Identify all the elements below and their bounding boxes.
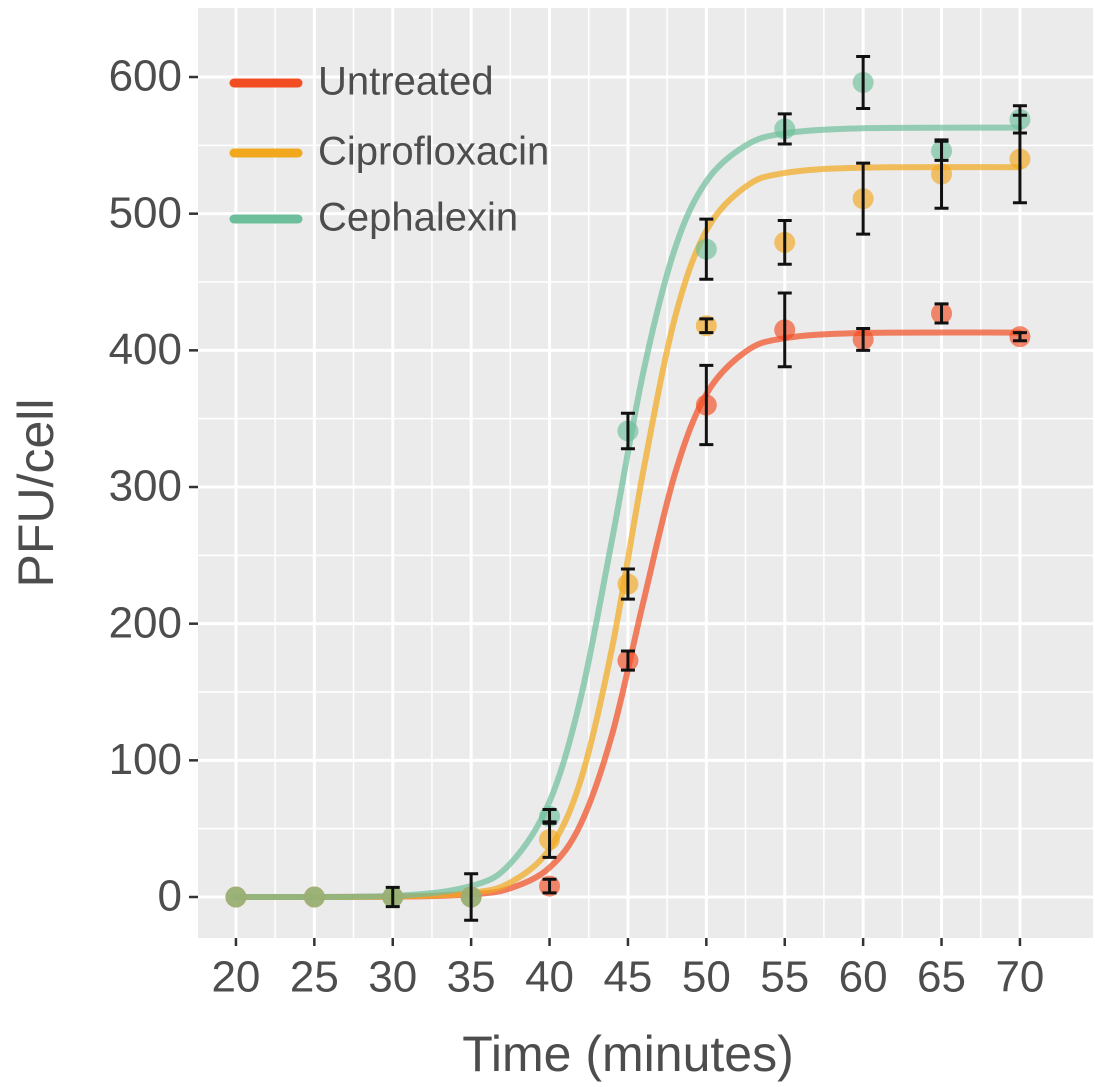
error-bar <box>464 872 479 922</box>
x-axis-title: Time (minutes) <box>462 1026 794 1082</box>
x-tick-label: 35 <box>447 953 496 1002</box>
error-bar <box>777 112 792 146</box>
error-bar <box>542 877 557 895</box>
data-point <box>303 886 325 908</box>
axes: 20 25 30 35 40 45 50 55 60 65 70 0 100 200 300 400 500 60… <box>109 52 1045 1002</box>
error-bar <box>1012 331 1027 343</box>
error-bar <box>1012 104 1027 135</box>
y-tick-label: 300 <box>109 462 182 511</box>
x-tick-label: 50 <box>682 953 731 1002</box>
error-bar <box>777 291 792 369</box>
x-tick-label: 20 <box>211 953 260 1002</box>
x-tick-label: 55 <box>760 953 809 1002</box>
error-bar <box>620 649 635 672</box>
error-bar <box>856 161 871 236</box>
x-tick-label: 45 <box>603 953 652 1002</box>
y-axis-title: PFU/cell <box>8 399 64 588</box>
x-tick-label: 40 <box>525 953 574 1002</box>
y-tick-label: 400 <box>109 325 182 374</box>
x-tick-label: 70 <box>995 953 1044 1002</box>
y-tick-label: 600 <box>109 52 182 101</box>
error-bar <box>934 139 949 162</box>
x-tick-label: 65 <box>917 953 966 1002</box>
error-bar <box>856 55 871 110</box>
grid <box>198 8 1093 938</box>
marks <box>225 55 1031 922</box>
y-tick-label: 200 <box>109 598 182 647</box>
x-tick-label: 25 <box>290 953 339 1002</box>
error-bar <box>699 217 714 281</box>
error-bar <box>620 567 635 601</box>
error-bar <box>934 302 949 325</box>
x-tick-label: 60 <box>839 953 888 1002</box>
legend-label: Cephalexin <box>318 196 518 240</box>
legend: Untreated Ciprofloxacin Cephalexin <box>229 60 549 240</box>
error-bar <box>699 363 714 447</box>
legend-label: Ciprofloxacin <box>318 130 549 174</box>
y-tick-label: 0 <box>158 872 182 921</box>
error-bar <box>856 326 871 352</box>
error-bar <box>777 219 792 266</box>
data-point <box>225 886 247 908</box>
error-bar <box>542 808 557 825</box>
error-bar <box>699 317 714 335</box>
error-bar <box>385 885 400 909</box>
legend-label: Untreated <box>318 60 494 104</box>
y-tick-label: 100 <box>109 735 182 784</box>
x-tick-label: 30 <box>368 953 417 1002</box>
error-bar <box>620 411 635 451</box>
y-tick-label: 500 <box>109 188 182 237</box>
